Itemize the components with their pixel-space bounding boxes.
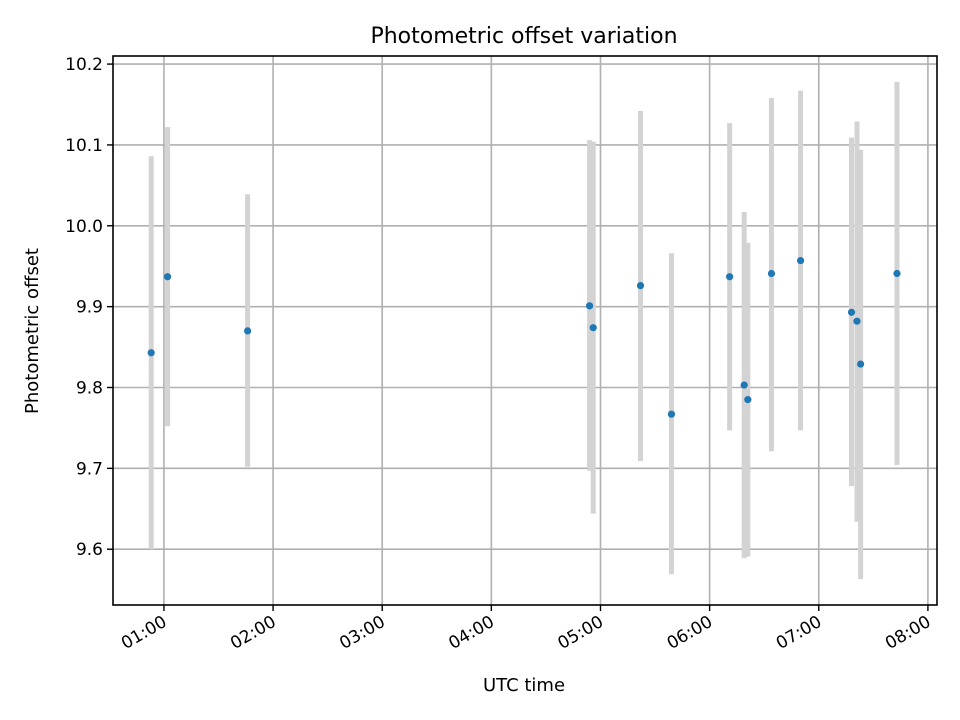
data-point: [847, 308, 856, 316]
x-tick-label: 08:00: [882, 612, 934, 654]
y-tick-label: 9.9: [76, 298, 103, 318]
x-tick-label: 04:00: [445, 612, 497, 654]
y-tick-label: 10.2: [65, 55, 103, 75]
x-tick-label: 02:00: [227, 612, 279, 654]
error-bars: [148, 81, 900, 580]
data-point: [740, 381, 748, 389]
data-point: [744, 396, 752, 404]
grid: [113, 56, 937, 605]
data-point: [163, 273, 172, 281]
data-points: [147, 256, 901, 418]
y-tick-label: 10.0: [65, 217, 103, 237]
data-point: [147, 349, 155, 357]
data-point: [589, 324, 597, 332]
x-tick-label: 01:00: [118, 612, 170, 654]
data-point: [796, 256, 805, 265]
x-tick-label: 05:00: [555, 612, 607, 654]
data-point: [767, 269, 776, 278]
data-point: [853, 317, 861, 325]
x-tick-label: 06:00: [664, 612, 716, 654]
data-point: [585, 302, 594, 310]
data-point: [636, 282, 645, 290]
x-tick-label: 03:00: [336, 612, 388, 654]
data-point: [893, 269, 901, 278]
chart-title: Photometric offset variation: [370, 24, 677, 49]
x-axis-label: UTC time: [483, 675, 565, 696]
data-point: [244, 327, 252, 335]
data-point: [857, 360, 865, 368]
plot-frame: [112, 55, 938, 606]
y-tick-label: 9.6: [76, 540, 103, 560]
y-tick-label: 9.8: [76, 379, 103, 399]
x-tick-label: 07:00: [773, 612, 825, 654]
y-axis-label: Photometric offset: [22, 248, 43, 414]
y-tick-label: 10.1: [65, 136, 103, 156]
data-point: [667, 410, 676, 418]
y-tick-label: 9.7: [76, 459, 103, 479]
data-point: [726, 273, 734, 281]
